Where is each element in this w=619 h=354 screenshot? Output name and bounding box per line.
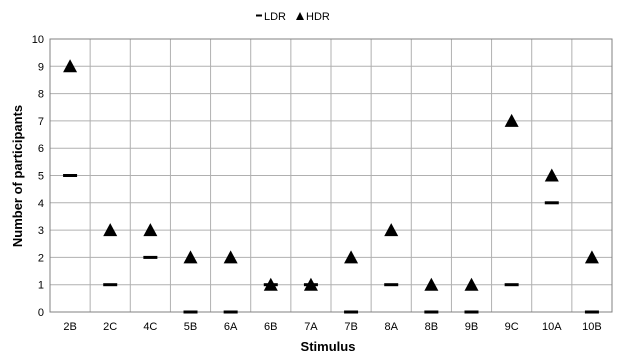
hdr-point: [584, 250, 599, 264]
ldr-point: [143, 255, 158, 259]
ldr-point: [344, 310, 359, 314]
y-tick-label: 7: [38, 116, 44, 128]
ldr-point: [544, 201, 559, 205]
ldr-point: [504, 283, 519, 287]
hdr-point: [303, 277, 318, 291]
ldr-point: [223, 310, 238, 314]
plot-area: [49, 38, 613, 313]
hdr-point: [183, 250, 198, 264]
hdr-point: [544, 168, 559, 182]
hdr-point: [263, 277, 278, 291]
y-axis-title: Number of participants: [10, 105, 25, 247]
y-tick-label: 3: [38, 225, 44, 237]
hdr-point: [464, 277, 479, 291]
ldr-point: [464, 310, 479, 314]
hdr-point: [143, 223, 158, 237]
y-tick-label: 5: [38, 171, 44, 183]
x-tick-label: 7A: [304, 321, 318, 333]
y-axis-ticks: 0 1 2 3 4 5 6 7 8 9 10: [32, 34, 44, 319]
grid-lines: [50, 38, 612, 313]
x-tick-label: 4C: [143, 321, 157, 333]
y-tick-label: 6: [38, 143, 44, 155]
legend-hdr-marker: [296, 12, 304, 20]
legend: LDR HDR: [256, 11, 330, 23]
x-tick-label: 2C: [103, 321, 117, 333]
legend-ldr-label: LDR: [264, 11, 286, 23]
ldr-point: [584, 310, 599, 314]
y-tick-label: 10: [32, 34, 44, 46]
x-tick-label: 8B: [425, 321, 438, 333]
x-tick-label: 10A: [542, 321, 562, 333]
legend-ldr-marker: [256, 14, 262, 17]
hdr-point: [504, 113, 519, 127]
hdr-point: [344, 250, 359, 264]
x-tick-label: 5B: [184, 321, 197, 333]
y-tick-label: 8: [38, 89, 44, 101]
x-tick-label: 2B: [63, 321, 76, 333]
ldr-point: [63, 174, 78, 177]
y-tick-label: 0: [38, 307, 44, 319]
hdr-point: [223, 250, 238, 264]
x-tick-label: 7B: [344, 321, 357, 333]
ldr-point: [384, 283, 399, 287]
y-tick-label: 4: [38, 198, 44, 210]
hdr-point: [103, 223, 118, 237]
x-axis-ticks: 2B 2C 4C 5B 6A 6B 7A 7B 8A 8B 9B 9C 10A 10B: [63, 321, 601, 333]
hdr-point: [63, 59, 78, 73]
data-markers: [63, 59, 599, 314]
x-tick-label: 9C: [505, 321, 519, 333]
y-tick-label: 2: [38, 252, 44, 264]
x-tick-label: 6B: [264, 321, 277, 333]
y-tick-label: 9: [38, 61, 44, 73]
legend-hdr-label: HDR: [306, 11, 330, 23]
y-tick-label: 1: [38, 280, 44, 292]
ldr-point: [183, 310, 198, 314]
hdr-point: [424, 277, 439, 291]
x-tick-label: 10B: [582, 321, 602, 333]
x-tick-label: 6A: [224, 321, 238, 333]
x-tick-label: 8A: [384, 321, 398, 333]
x-tick-label: 9B: [465, 321, 478, 333]
x-axis-title: Stimulus: [301, 339, 356, 354]
ldr-point: [424, 310, 439, 314]
ldr-point: [103, 283, 118, 287]
hdr-point: [384, 223, 399, 237]
